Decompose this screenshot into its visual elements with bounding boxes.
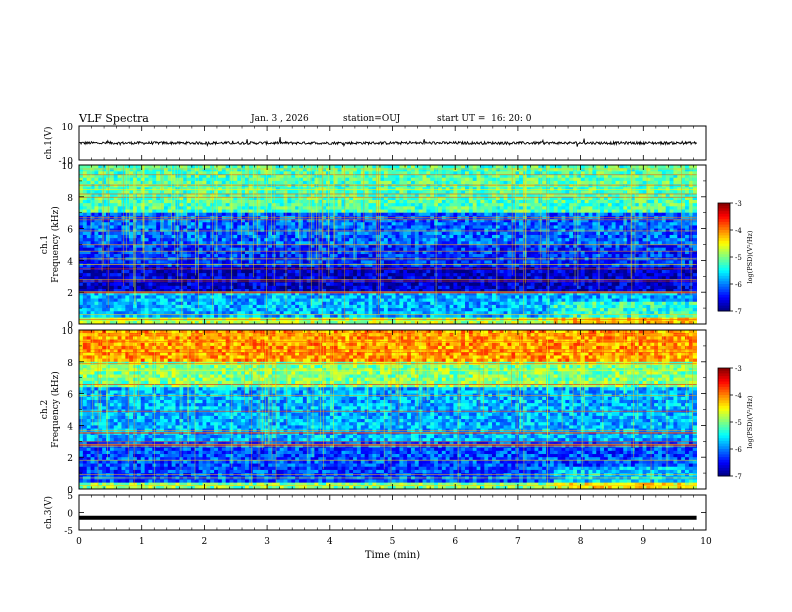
y-tick-label: 5 — [67, 492, 73, 502]
y-tick-label: 8 — [67, 194, 73, 204]
x-tick-label: 7 — [515, 537, 521, 547]
x-tick-label: 3 — [264, 537, 270, 547]
ch3-frame — [78, 494, 707, 531]
x-tick-label: 9 — [640, 537, 646, 547]
x-axis-label: Time (min) — [365, 550, 420, 561]
colorbar-tick-label: -7 — [735, 473, 742, 481]
y-tick-label: 0 — [67, 510, 73, 520]
colorbar-tick-label: -6 — [735, 281, 742, 289]
y-tick-label: -5 — [64, 527, 73, 537]
x-tick-label: 10 — [700, 537, 712, 547]
chart-title: VLF Spectra — [79, 112, 149, 125]
header-date: Jan. 3 , 2026 — [251, 114, 309, 124]
colorbar-label: log(PSD)(V²/Hz) — [746, 230, 754, 283]
y-tick-label: 6 — [67, 226, 73, 236]
ch1-ylabel: ch.1(V) — [43, 127, 54, 160]
ch2-ylabel-channel: ch.2 — [40, 400, 50, 419]
ch1-ylabel-channel: ch.1 — [40, 235, 50, 254]
y-tick-label: 10 — [62, 123, 74, 133]
ch1-waveform-line — [79, 137, 697, 148]
x-tick-label: 8 — [578, 537, 584, 547]
header-start-time: start UT = 16: 20: 0 — [437, 114, 532, 124]
x-tick-label: 6 — [452, 537, 458, 547]
y-tick-label: 4 — [67, 422, 73, 432]
ch1-spectrogram-image — [79, 165, 697, 325]
colorbar-tick-label: -4 — [735, 227, 742, 235]
y-tick-label: 10 — [62, 162, 74, 172]
ch2-spectrogram-image — [79, 330, 697, 490]
y-tick-label: 6 — [67, 391, 73, 401]
colorbar-tick-label: -3 — [735, 200, 742, 208]
y-tick-label: 0 — [67, 486, 73, 496]
y-tick-label: 2 — [67, 289, 73, 299]
colorbar-tick-label: -7 — [735, 308, 742, 316]
ch1-colorbar — [718, 203, 730, 312]
ch1-ylabel-frequency: Frequency (kHz) — [50, 206, 61, 283]
y-tick-label: 2 — [67, 454, 73, 464]
y-tick-label: 8 — [67, 359, 73, 369]
colorbar-tick-label: -3 — [735, 365, 742, 373]
y-tick-label: 10 — [62, 327, 74, 337]
colorbar-tick-label: -6 — [735, 446, 742, 454]
y-tick-label: -10 — [59, 157, 74, 167]
colorbar-tick-label: -5 — [735, 419, 742, 427]
colorbar-tick-label: -4 — [735, 392, 742, 400]
x-tick-label: 5 — [390, 537, 396, 547]
x-tick-label: 1 — [139, 537, 145, 547]
ch2-colorbar — [718, 368, 730, 477]
colorbar-label: log(PSD)(V²/Hz) — [746, 395, 754, 448]
x-tick-label: 2 — [202, 537, 208, 547]
colorbar-tick-label: -5 — [735, 254, 742, 262]
y-tick-label: 4 — [67, 257, 73, 267]
x-tick-label: 4 — [327, 537, 333, 547]
header-station: station=OUJ — [343, 114, 401, 124]
ch2-ylabel-frequency: Frequency (kHz) — [50, 371, 61, 448]
x-tick-label: 0 — [76, 537, 82, 547]
ch3-ylabel: ch.3(V) — [43, 496, 54, 529]
y-tick-label: 0 — [67, 321, 73, 331]
